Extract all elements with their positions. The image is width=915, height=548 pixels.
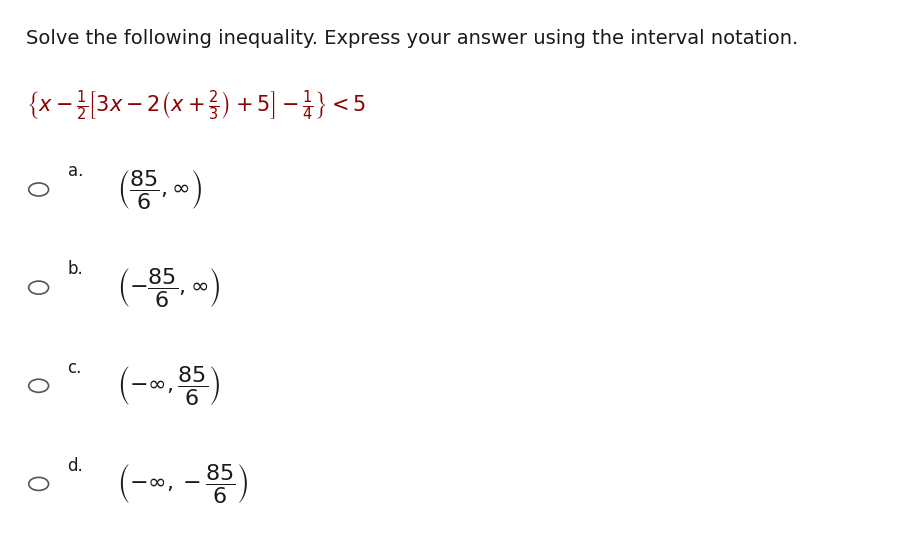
Text: $\left(-\infty, -\dfrac{85}{6}\right)$: $\left(-\infty, -\dfrac{85}{6}\right)$: [117, 463, 248, 505]
Text: a.: a.: [68, 162, 83, 180]
Text: $\left(\dfrac{85}{6}, \infty\right)$: $\left(\dfrac{85}{6}, \infty\right)$: [117, 168, 202, 211]
Text: $\left\{x - \frac{1}{2}\left[3x - 2\left(x + \frac{2}{3}\right) + 5\right] - \fr: $\left\{x - \frac{1}{2}\left[3x - 2\left…: [27, 89, 367, 123]
Text: $\left(-\infty, \dfrac{85}{6}\right)$: $\left(-\infty, \dfrac{85}{6}\right)$: [117, 364, 221, 407]
Text: $\left(-\dfrac{85}{6}, \infty\right)$: $\left(-\dfrac{85}{6}, \infty\right)$: [117, 266, 221, 309]
Text: Solve the following inequality. Express your answer using the interval notation.: Solve the following inequality. Express …: [27, 28, 799, 48]
Text: c.: c.: [68, 358, 82, 376]
Text: d.: d.: [68, 456, 83, 475]
Text: b.: b.: [68, 260, 83, 278]
